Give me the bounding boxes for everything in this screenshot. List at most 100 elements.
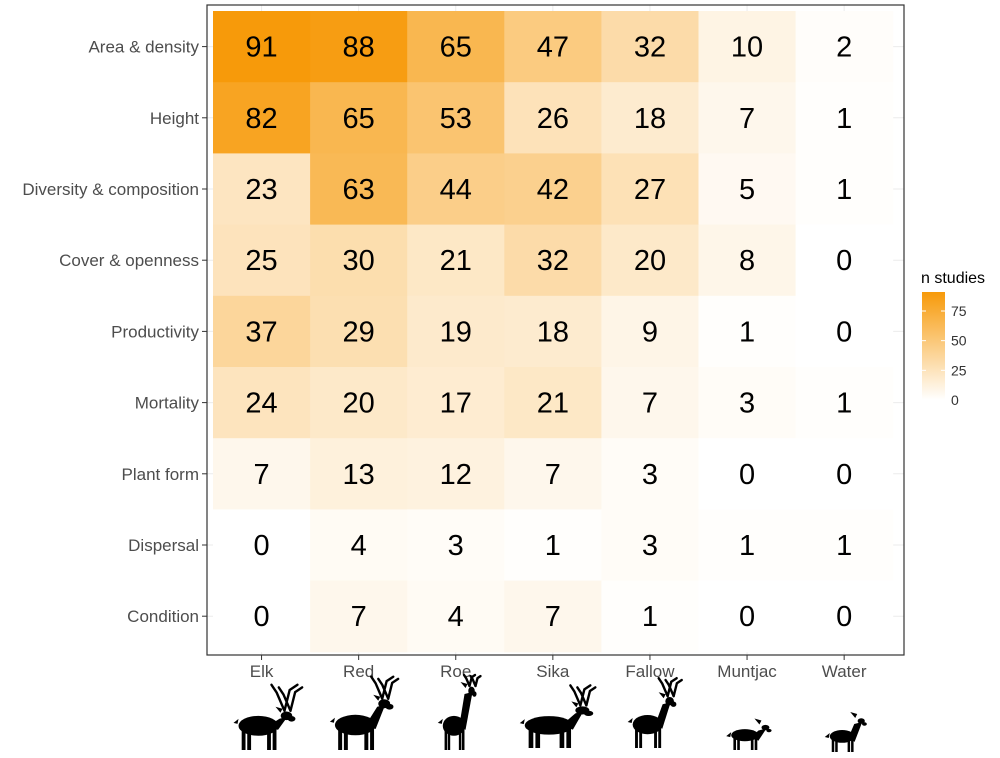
tile-value-label: 12 bbox=[440, 459, 472, 491]
heatmap-tile bbox=[310, 153, 408, 226]
tile-value-label: 7 bbox=[545, 601, 561, 633]
heatmap-tile bbox=[698, 509, 797, 582]
heatmap-tile bbox=[795, 82, 894, 154]
tile-value-label: 1 bbox=[836, 530, 852, 562]
heatmap-tile bbox=[504, 82, 602, 154]
heatmap-tile bbox=[504, 509, 602, 582]
tile-value-label: 30 bbox=[343, 245, 375, 277]
tile-value-label: 5 bbox=[739, 174, 755, 206]
y-tick-label: Diversity & composition bbox=[22, 180, 199, 199]
heatmap-tile bbox=[407, 367, 505, 439]
tile-value-label: 21 bbox=[537, 388, 569, 420]
tile-value-label: 4 bbox=[351, 530, 367, 562]
tile-value-label: 24 bbox=[245, 388, 277, 420]
tile-value-label: 1 bbox=[739, 316, 755, 348]
heatmap-tile bbox=[213, 82, 311, 154]
heatmap-tile bbox=[698, 295, 797, 368]
x-tick-label: Sika bbox=[536, 662, 570, 681]
tile-value-label: 7 bbox=[642, 388, 658, 420]
tile-value-label: 8 bbox=[739, 245, 755, 277]
heatmap-tile bbox=[795, 153, 894, 226]
tile-value-label: 20 bbox=[634, 245, 666, 277]
tile-value-label: 18 bbox=[634, 103, 666, 135]
heatmap-tile bbox=[698, 11, 797, 83]
tile-value-label: 18 bbox=[537, 316, 569, 348]
heatmap-tile bbox=[407, 295, 505, 368]
heatmap-tile bbox=[601, 153, 699, 226]
heatmap-tile bbox=[407, 224, 505, 297]
tile-value-label: 44 bbox=[440, 174, 472, 206]
heatmap-tile bbox=[407, 580, 505, 653]
water-deer-silhouette bbox=[824, 712, 867, 752]
elk-silhouette bbox=[233, 683, 304, 750]
tile-value-label: 29 bbox=[343, 316, 375, 348]
tile-value-label: 1 bbox=[836, 388, 852, 420]
heatmap-tile bbox=[407, 82, 505, 154]
tile-value-label: 0 bbox=[836, 316, 852, 348]
heatmap-tile bbox=[310, 509, 408, 582]
heatmap-tile bbox=[310, 11, 408, 83]
heatmap-tile bbox=[601, 438, 699, 510]
heatmap-tile bbox=[504, 295, 602, 368]
heatmap-tile bbox=[698, 367, 797, 439]
x-tick-label: Red bbox=[343, 662, 374, 681]
heatmap-tile bbox=[310, 580, 408, 653]
legend-tick-label: 0 bbox=[951, 392, 959, 408]
heatmap-tile bbox=[504, 11, 602, 83]
heatmap-tile bbox=[795, 295, 894, 368]
sika-deer-silhouette bbox=[519, 684, 597, 748]
legend-tick-label: 25 bbox=[951, 362, 967, 378]
heatmap-tile bbox=[407, 153, 505, 226]
tile-value-label: 63 bbox=[343, 174, 375, 206]
tile-value-label: 53 bbox=[440, 103, 472, 135]
heatmap-tile bbox=[698, 438, 797, 510]
tile-value-label: 7 bbox=[351, 601, 367, 633]
y-tick-label: Dispersal bbox=[128, 536, 199, 555]
tile-value-label: 10 bbox=[731, 32, 763, 64]
tile-value-label: 1 bbox=[545, 530, 561, 562]
panel-border bbox=[206, 4, 905, 656]
heatmap-tile bbox=[310, 438, 408, 510]
heatmap-tile bbox=[213, 153, 311, 226]
legend-tick-label: 50 bbox=[951, 333, 967, 349]
heatmap-tile bbox=[795, 224, 894, 297]
fallow-deer-silhouette bbox=[627, 677, 683, 748]
heatmap-tile bbox=[601, 11, 699, 83]
heatmap-tile bbox=[213, 224, 311, 297]
heatmap-tile bbox=[213, 367, 311, 439]
tile-value-label: 32 bbox=[634, 32, 666, 64]
heatmap-tile bbox=[698, 580, 797, 653]
y-tick-label: Condition bbox=[127, 607, 199, 626]
heatmap-tile bbox=[213, 580, 311, 653]
legend: n studies 75 50 25 0 bbox=[921, 270, 985, 408]
tile-value-label: 0 bbox=[739, 601, 755, 633]
tile-value-label: 0 bbox=[739, 459, 755, 491]
legend-title: n studies bbox=[921, 270, 985, 287]
tile-value-label: 0 bbox=[253, 601, 269, 633]
heatmap-tile bbox=[407, 438, 505, 510]
tile-value-label: 23 bbox=[245, 174, 277, 206]
heatmap-tile bbox=[698, 224, 797, 297]
tile-value-label: 7 bbox=[739, 103, 755, 135]
heatmap-tile bbox=[310, 367, 408, 439]
x-tick-label: Muntjac bbox=[717, 662, 777, 681]
y-axis: Area & density Height Diversity & composit… bbox=[22, 38, 207, 626]
tile-value-label: 37 bbox=[245, 316, 277, 348]
heatmap-tile bbox=[407, 11, 505, 83]
tile-value-label: 91 bbox=[245, 32, 277, 64]
tile-value-label: 3 bbox=[642, 459, 658, 491]
heatmap-tile bbox=[601, 509, 699, 582]
heatmap-tiles bbox=[213, 11, 894, 653]
x-axis: Elk Red Roe Sika Fallow Muntjac Water bbox=[250, 655, 867, 681]
tile-value-label: 26 bbox=[537, 103, 569, 135]
tile-value-label: 1 bbox=[836, 103, 852, 135]
y-tick-label: Plant form bbox=[122, 465, 199, 484]
tile-value-label: 0 bbox=[253, 530, 269, 562]
tile-value-label: 1 bbox=[836, 174, 852, 206]
heatmap-tile bbox=[504, 367, 602, 439]
y-tick-label: Cover & openness bbox=[59, 251, 199, 270]
heatmap-tile bbox=[795, 509, 894, 582]
muntjac-silhouette bbox=[726, 718, 772, 750]
tile-value-label: 7 bbox=[253, 459, 269, 491]
heatmap-tile bbox=[698, 82, 797, 154]
